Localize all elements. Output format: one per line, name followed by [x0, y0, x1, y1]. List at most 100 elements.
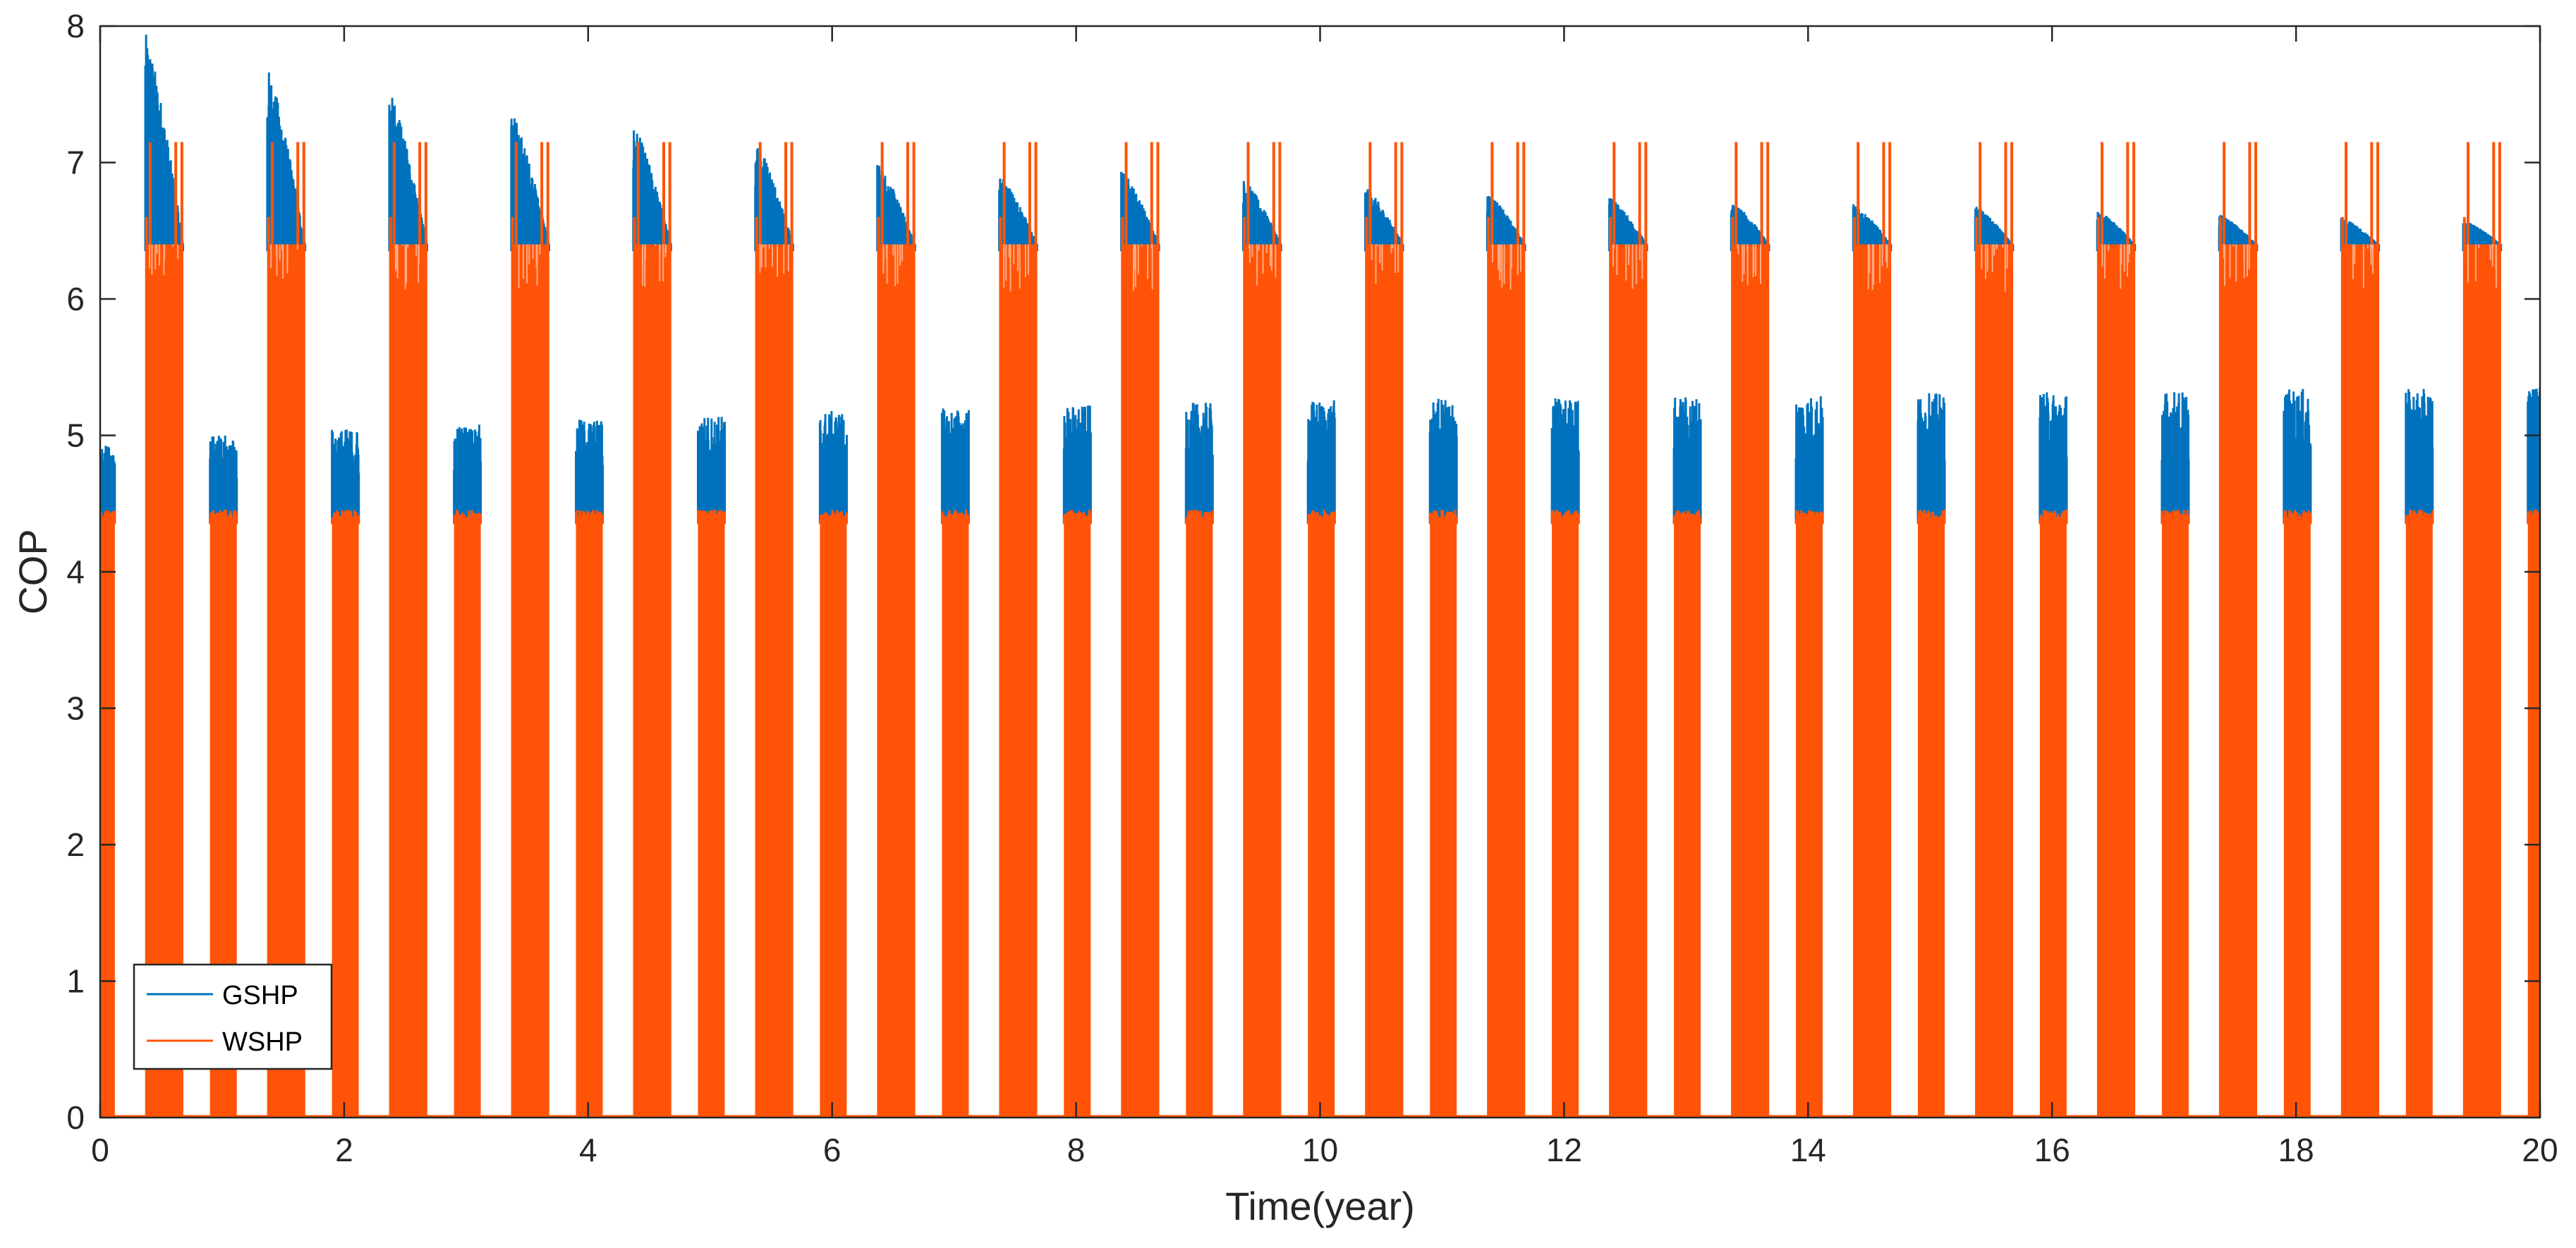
wshp-cooling-dips-4 — [641, 244, 667, 287]
wshp-cooling-dips-2 — [394, 244, 420, 290]
wshp-cooling-dips-6 — [882, 244, 904, 286]
wshp-cooling-dips-12 — [1612, 244, 1644, 289]
y-tick-label: 5 — [66, 417, 85, 454]
wshp-cooling-spikes-9 — [1243, 142, 1282, 1118]
wshp-heating-edge-18 — [2283, 510, 2312, 525]
wshp-heating-edge-2 — [331, 510, 360, 525]
wshp-heating-block-10 — [1308, 517, 1335, 1118]
gshp-heating-season-11 — [1428, 398, 1458, 525]
wshp-heating-block-15 — [1918, 517, 1945, 1118]
wshp-cooling-spikes-10 — [1365, 142, 1404, 1118]
series-wshp — [100, 142, 2540, 1118]
wshp-cooling-spikes-17 — [2218, 142, 2257, 1118]
x-tick-label: 8 — [1067, 1132, 1086, 1168]
wshp-heating-edge-17 — [2161, 509, 2190, 525]
wshp-heating-edge-10 — [1306, 509, 1336, 525]
legend-box — [133, 963, 333, 1070]
wshp-cooling-spikes-4 — [633, 142, 672, 1118]
wshp-heating-block-4 — [576, 517, 603, 1118]
gshp-heating-season-5 — [697, 417, 726, 525]
gshp-heating-season-18 — [2283, 389, 2312, 525]
x-axis-title: Time(year) — [1225, 1184, 1415, 1228]
wshp-cooling-spikes-14 — [1853, 142, 1892, 1118]
wshp-heating-edge-3 — [453, 510, 482, 525]
wshp-cooling-dips-5 — [759, 244, 789, 277]
wshp-heating-block-5 — [698, 517, 725, 1118]
wshp-cooling-dips-10 — [1371, 244, 1399, 284]
wshp-heating-edge-20 — [2527, 509, 2540, 525]
wshp-heating-block-16 — [2039, 517, 2067, 1118]
wshp-heating-block-7 — [942, 517, 969, 1118]
y-tick-label: 4 — [66, 553, 85, 590]
x-tick-label: 0 — [91, 1132, 109, 1168]
wshp-cooling-dips-17 — [2223, 244, 2250, 286]
gshp-heating-season-3 — [453, 424, 482, 525]
x-tick-label: 12 — [1546, 1132, 1582, 1168]
wshp-heating-block-6 — [820, 517, 847, 1118]
wshp-heating-block-0 — [100, 517, 115, 1118]
wshp-cooling-spikes-7 — [999, 142, 1038, 1118]
x-tick-label: 10 — [1302, 1132, 1338, 1168]
wshp-cooling-dips-1 — [270, 244, 298, 279]
wshp-heating-edge-16 — [2039, 509, 2068, 525]
gshp-heating-season-16 — [2039, 392, 2068, 525]
wshp-cooling-spikes-19 — [2462, 142, 2501, 1118]
gshp-heating-season-9 — [1184, 403, 1214, 525]
wshp-cooling-spikes-12 — [1609, 142, 1648, 1118]
gshp-heating-season-12 — [1550, 398, 1580, 525]
wshp-heating-edge-19 — [2405, 510, 2434, 525]
wshp-cooling-spikes-0 — [145, 142, 183, 1118]
wshp-heating-block-3 — [454, 517, 481, 1118]
wshp-heating-edge-12 — [1550, 510, 1580, 525]
wshp-heating-block-11 — [1430, 517, 1457, 1118]
wshp-heating-block-12 — [1552, 517, 1579, 1118]
wshp-cooling-spikes-11 — [1487, 142, 1526, 1118]
wshp-cooling-spikes-16 — [2096, 142, 2136, 1118]
x-tick-label: 6 — [823, 1132, 842, 1168]
wshp-cooling-dips-14 — [1867, 244, 1888, 290]
x-tick-label: 14 — [1790, 1132, 1826, 1168]
y-tick-label: 8 — [66, 8, 85, 44]
gshp-heating-season-20 — [2527, 388, 2540, 525]
gshp-heating-season-8 — [1062, 405, 1092, 525]
wshp-heating-block-2 — [332, 517, 359, 1118]
wshp-cooling-dips-9 — [1248, 244, 1277, 286]
gshp-heating-season-10 — [1306, 400, 1336, 525]
gshp-heating-season-0 — [100, 446, 116, 525]
wshp-cooling-spikes-15 — [1975, 142, 2014, 1118]
x-tick-label: 20 — [2522, 1132, 2558, 1168]
legend-label-gshp: GSHP — [222, 981, 298, 1010]
gshp-heating-season-7 — [940, 408, 970, 525]
wshp-cooling-dips-15 — [1981, 244, 2008, 292]
gshp-heating-season-14 — [1794, 396, 1824, 525]
wshp-heating-block-14 — [1796, 517, 1823, 1118]
legend: GSHP WSHP — [133, 963, 333, 1070]
y-tick-label: 0 — [66, 1099, 85, 1136]
wshp-heating-edge-8 — [1062, 509, 1092, 525]
wshp-heating-edge-1 — [209, 509, 238, 525]
gshp-heating-season-13 — [1672, 397, 1702, 525]
legend-label-wshp: WSHP — [222, 1027, 303, 1057]
gshp-heating-season-17 — [2161, 392, 2190, 525]
gshp-heating-season-19 — [2405, 389, 2434, 525]
wshp-heating-edge-0 — [100, 510, 116, 525]
y-tick-label: 6 — [66, 281, 85, 317]
wshp-cooling-dips-13 — [1737, 244, 1761, 286]
y-tick-label: 7 — [66, 145, 85, 181]
wshp-heating-edge-5 — [697, 509, 726, 525]
axes-layer — [99, 25, 2541, 1119]
wshp-heating-block-18 — [2283, 517, 2311, 1118]
wshp-cooling-spikes-6 — [877, 142, 916, 1118]
wshp-heating-edge-9 — [1184, 510, 1214, 525]
gshp-heating-season-2 — [331, 429, 360, 525]
wshp-cooling-spikes-2 — [389, 142, 427, 1118]
wshp-heating-block-19 — [2405, 517, 2433, 1118]
wshp-cooling-dips-19 — [2467, 244, 2497, 288]
wshp-heating-edge-7 — [940, 509, 970, 525]
wshp-cooling-dips-11 — [1492, 244, 1521, 290]
x-tick-label: 2 — [335, 1132, 353, 1168]
wshp-heating-block-20 — [2527, 517, 2540, 1118]
